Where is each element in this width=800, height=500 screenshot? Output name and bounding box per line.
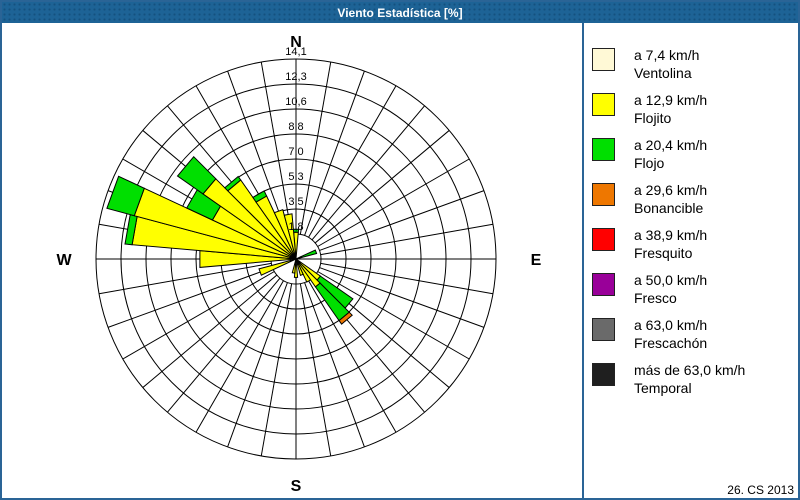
grid-spoke <box>320 223 494 256</box>
credit-text: 26. CS 2013 <box>727 483 794 497</box>
legend-label-fresco: a 50,0 km/h Fresco <box>634 271 707 307</box>
grid-spoke <box>317 271 470 360</box>
legend-label-frescachon: a 63,0 km/h Frescachón <box>634 316 707 352</box>
legend-item-bonancible: a 29,6 km/h Bonancible <box>592 181 792 225</box>
legend-speed-text: a 50,0 km/h <box>634 272 708 288</box>
wind-petal-segment-flojito <box>295 258 304 277</box>
compass-label: N <box>290 34 302 51</box>
wind-petal-segment-bonancible <box>338 311 353 325</box>
legend-class-name: Temporal <box>634 380 692 396</box>
legend-label-temporal: más de 63,0 km/h Temporal <box>634 361 745 397</box>
legend-label-flojo: a 20,4 km/h Flojo <box>634 136 707 172</box>
grid-spoke <box>227 282 288 448</box>
radial-scale-label: 1,8 <box>288 221 303 233</box>
legend-swatch-ventolina <box>592 48 615 71</box>
compass-label: E <box>531 252 542 269</box>
grid-spoke <box>260 283 293 457</box>
grid-spoke <box>304 282 365 448</box>
window-titlebar: Viento Estadística [%] <box>2 2 798 23</box>
legend-class-name: Ventolina <box>634 65 692 81</box>
legend-speed-text: más de 63,0 km/h <box>634 362 746 378</box>
grid-spoke <box>308 85 397 238</box>
legend-item-frescachon: a 63,0 km/h Frescachón <box>592 316 792 360</box>
legend-speed-text: a 12,9 km/h <box>634 92 708 108</box>
grid-spoke <box>142 274 278 388</box>
legend-divider <box>582 23 584 498</box>
legend-label-bonancible: a 29,6 km/h Bonancible <box>634 181 707 217</box>
grid-spoke <box>317 158 470 247</box>
wind-petal-segment-flojito <box>258 258 297 276</box>
radial-scale-label: 8,8 <box>288 121 303 133</box>
legend-class-name: Flojo <box>634 155 665 171</box>
legend-speed-text: a 29,6 km/h <box>634 182 708 198</box>
legend-swatch-bonancible <box>592 183 615 206</box>
legend-class-name: Frescachón <box>634 335 708 351</box>
radial-scale-label: 5,3 <box>288 171 303 183</box>
compass-label: W <box>56 252 72 269</box>
grid-spoke <box>320 262 494 295</box>
radial-scale-label: 7,0 <box>288 146 303 158</box>
grid-spoke <box>260 61 293 235</box>
grid-spoke <box>299 61 332 235</box>
legend-item-flojo: a 20,4 km/h Flojo <box>592 136 792 180</box>
grid-spoke <box>98 262 272 295</box>
legend-label-flojito: a 12,9 km/h Flojito <box>634 91 707 127</box>
wind-speed-legend: 26. CS 2013 a 7,4 km/h Ventolina a 12,9 km… <box>584 23 798 498</box>
radial-scale-label: 14,1 <box>285 46 306 58</box>
window-title: Viento Estadística [%] <box>337 5 463 20</box>
grid-spoke <box>311 105 425 241</box>
wind-petal-segment-flojo <box>176 155 217 195</box>
legend-class-name: Fresquito <box>634 245 693 261</box>
legend-speed-text: a 20,4 km/h <box>634 137 708 153</box>
grid-spoke <box>319 190 485 251</box>
grid-spoke <box>195 280 284 433</box>
legend-speed-text: a 7,4 km/h <box>634 47 700 63</box>
legend-label-ventolina: a 7,4 km/h Ventolina <box>634 46 699 82</box>
wind-rose-chart-area: 1,8 3,5 5,3 7,0 8,8 10,6 12,3 14,1 N S W E <box>2 23 582 498</box>
legend-swatch-temporal <box>592 363 615 386</box>
radial-scale-label: 10,6 <box>285 96 306 108</box>
compass-label: S <box>291 478 302 495</box>
wind-petal-segment-flojo <box>300 249 318 259</box>
legend-class-name: Flojito <box>634 110 672 126</box>
grid-spoke <box>107 267 273 328</box>
legend-item-fresquito: a 38,9 km/h Fresquito <box>592 226 792 270</box>
grid-spoke <box>304 70 365 236</box>
legend-swatch-fresco <box>592 273 615 296</box>
legend-class-name: Bonancible <box>634 200 704 216</box>
grid-spoke <box>314 130 450 244</box>
grid-spoke <box>299 283 332 457</box>
legend-item-temporal: más de 63,0 km/h Temporal <box>592 361 792 405</box>
radial-scale-label: 12,3 <box>285 71 306 83</box>
legend-swatch-flojito <box>592 93 615 116</box>
legend-item-ventolina: a 7,4 km/h Ventolina <box>592 46 792 90</box>
grid-spoke <box>227 70 288 236</box>
wind-petal-segment-flojo <box>252 190 268 203</box>
wind-petal-segment-flojito <box>291 258 297 274</box>
legend-swatch-frescachon <box>592 318 615 341</box>
legend-swatch-flojo <box>592 138 615 161</box>
grid-spoke <box>319 267 485 328</box>
legend-item-fresco: a 50,0 km/h Fresco <box>592 271 792 315</box>
grid-spoke <box>122 271 275 360</box>
legend-class-name: Fresco <box>634 290 677 306</box>
grid-spoke <box>308 280 397 433</box>
radial-scale-label: 3,5 <box>288 196 303 208</box>
wind-petal-segment-flojito <box>283 213 297 260</box>
wind-rose-chart: 1,8 3,5 5,3 7,0 8,8 10,6 12,3 14,1N S W E <box>56 34 542 495</box>
legend-swatch-fresquito <box>592 228 615 251</box>
wind-petal-segment-flojo <box>224 175 242 192</box>
legend-label-fresquito: a 38,9 km/h Fresquito <box>634 226 707 262</box>
legend-item-flojito: a 12,9 km/h Flojito <box>592 91 792 135</box>
legend-speed-text: a 63,0 km/h <box>634 317 708 333</box>
legend-speed-text: a 38,9 km/h <box>634 227 708 243</box>
wind-petal-segment-flojo <box>106 175 145 217</box>
grid-spoke <box>167 277 281 413</box>
